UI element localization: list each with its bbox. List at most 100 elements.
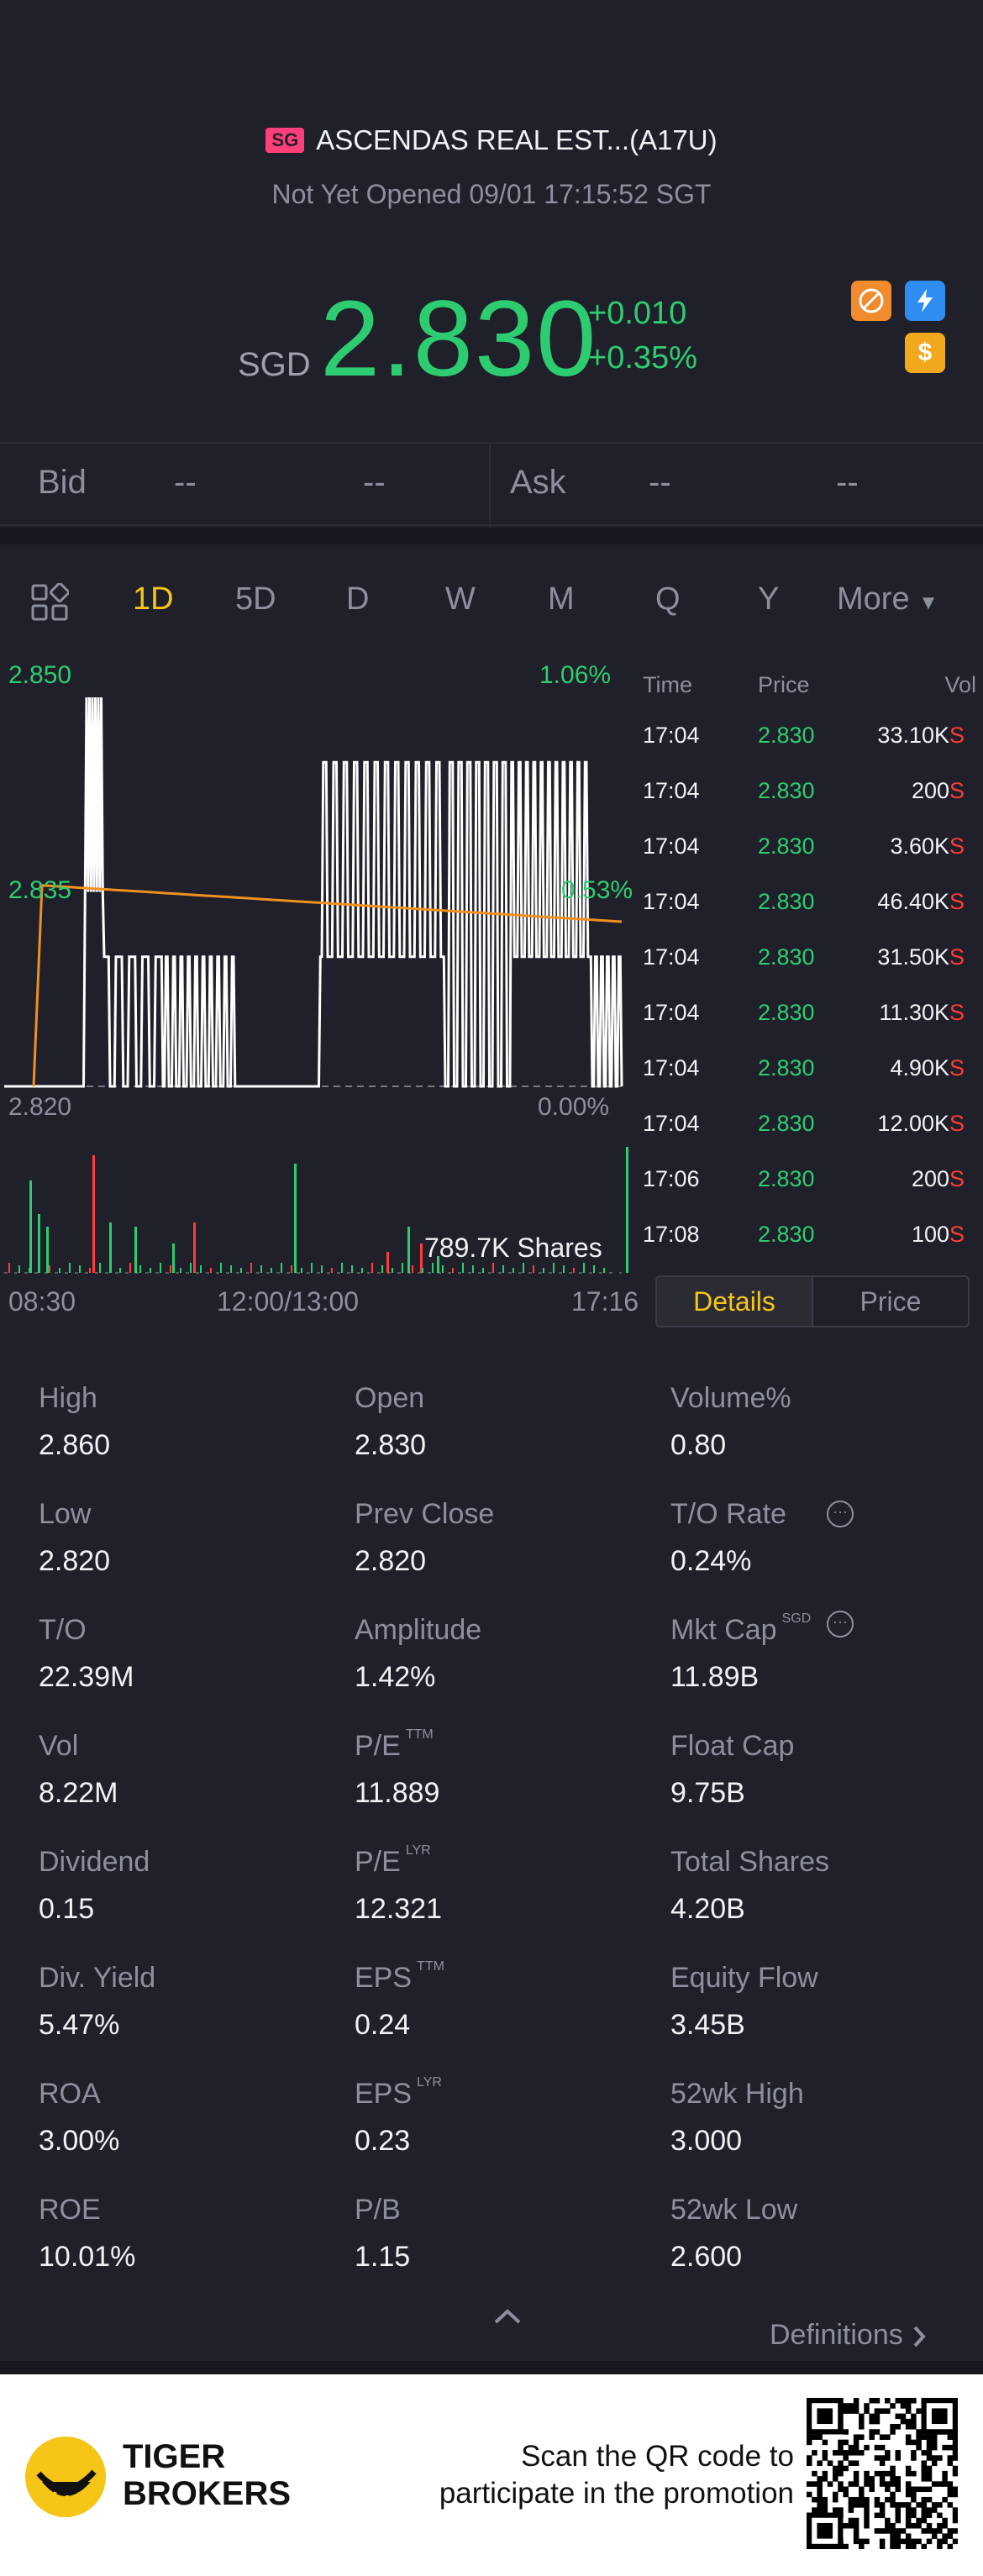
volume-bar bbox=[119, 1268, 121, 1273]
tab-more-label: More bbox=[837, 581, 910, 617]
period-tabs: 1D 5D D W M Q Y More ▼ bbox=[0, 546, 983, 647]
tab-q[interactable]: Q bbox=[655, 581, 681, 617]
trade-side: S bbox=[949, 889, 965, 914]
bid-label: Bid bbox=[38, 464, 87, 501]
trade-volume: 200 bbox=[911, 778, 949, 803]
details-tab[interactable]: Details bbox=[657, 1277, 812, 1326]
trades-header-price: Price bbox=[758, 672, 810, 697]
price-change-pct: +0.35% bbox=[588, 340, 697, 376]
volume-bar bbox=[386, 1252, 389, 1273]
volume-bar bbox=[371, 1263, 373, 1273]
definitions-link[interactable]: Definitions bbox=[770, 2319, 928, 2352]
trade-row: 17:06 2.830 200 S bbox=[639, 1149, 983, 1205]
volume-bar bbox=[8, 1263, 10, 1273]
stat-value-eps-ttm: 0.24 bbox=[355, 2009, 411, 2041]
volume-bar bbox=[160, 1263, 161, 1273]
section-divider bbox=[0, 528, 983, 544]
trade-time: 17:04 bbox=[643, 1000, 700, 1025]
trade-side: S bbox=[949, 944, 965, 970]
volume-bar bbox=[472, 1265, 474, 1273]
chevron-right-icon bbox=[911, 2319, 928, 2351]
trade-row: 17:04 2.830 200 S bbox=[639, 761, 983, 817]
stat-value-52wk-low: 2.600 bbox=[670, 2241, 743, 2273]
stat-sup-eps-ttm: TTM bbox=[417, 1959, 444, 1974]
stat-label-pe-ttm: P/E TTM bbox=[355, 1727, 434, 1763]
section-divider bbox=[0, 2361, 983, 2374]
trade-row: 17:04 2.830 31.50K S bbox=[639, 928, 983, 983]
trade-price: 2.830 bbox=[758, 778, 815, 803]
bid-size: -- bbox=[363, 464, 386, 501]
ask-size: -- bbox=[836, 464, 859, 501]
stat-value-div-yield: 5.47% bbox=[39, 2009, 120, 2041]
trades-header-time: Time bbox=[643, 672, 692, 697]
trade-volume: 200 bbox=[911, 1166, 949, 1191]
title-row: SG ASCENDAS REAL EST...(A17U) bbox=[0, 124, 983, 156]
ask-price: -- bbox=[649, 464, 671, 501]
volume-bar bbox=[341, 1263, 343, 1273]
volume-bar bbox=[583, 1263, 585, 1273]
volume-bar bbox=[92, 1155, 95, 1273]
intraday-chart[interactable]: 2.850 1.06% 2.835 0.53% 2.820 0.00% 789.… bbox=[0, 651, 639, 1277]
trade-side: S bbox=[949, 1222, 965, 1247]
trade-price: 2.830 bbox=[758, 944, 815, 970]
tab-m[interactable]: M bbox=[548, 581, 575, 617]
brand-line-2: BROKERS bbox=[123, 2475, 292, 2512]
tab-1d[interactable]: 1D bbox=[133, 581, 174, 617]
trade-side: S bbox=[949, 1055, 965, 1080]
stat-label-high: High bbox=[39, 1382, 97, 1414]
trade-volume: 12.00K bbox=[877, 1111, 949, 1136]
no-short-icon[interactable] bbox=[851, 281, 891, 321]
layout-grid-icon[interactable] bbox=[30, 582, 70, 626]
price-line bbox=[4, 697, 623, 1088]
trade-row: 17:04 2.830 4.90K S bbox=[639, 1038, 983, 1094]
stat-value-to-rate: 0.24% bbox=[670, 1545, 752, 1577]
time-and-sales[interactable]: Time Price Vol 17:04 2.830 33.10K S 17:04 2.8… bbox=[639, 651, 983, 1277]
stat-value-float-cap: 9.75B bbox=[670, 1777, 745, 1809]
trade-time: 17:08 bbox=[643, 1222, 700, 1247]
tab-more[interactable]: More ▼ bbox=[837, 581, 938, 618]
volume-bar bbox=[190, 1263, 192, 1273]
promo-text-2: participate in the promotion bbox=[439, 2477, 794, 2510]
trade-time: 17:04 bbox=[643, 1111, 700, 1136]
volume-bar bbox=[331, 1268, 333, 1273]
tab-y[interactable]: Y bbox=[758, 581, 780, 617]
stat-value-low: 2.820 bbox=[39, 1545, 111, 1577]
volume-bar bbox=[361, 1268, 363, 1273]
stat-value-high: 2.860 bbox=[39, 1429, 111, 1461]
stat-label-pe-lyr-text: P/E bbox=[355, 1846, 401, 1878]
lightning-icon[interactable] bbox=[905, 281, 945, 321]
volume-bar bbox=[172, 1243, 175, 1273]
trade-price: 2.830 bbox=[758, 1222, 815, 1247]
stat-label-to: T/O bbox=[39, 1614, 87, 1646]
stat-sup-eps-lyr: LYR bbox=[417, 2075, 442, 2090]
volume-total-label: 789.7K Shares bbox=[424, 1233, 602, 1263]
tab-d[interactable]: D bbox=[346, 581, 370, 617]
tab-w[interactable]: W bbox=[445, 581, 476, 617]
volume-bar bbox=[392, 1268, 393, 1273]
stat-value-volume-pct: 0.80 bbox=[670, 1429, 727, 1461]
trade-price: 2.830 bbox=[758, 1055, 815, 1080]
price-tab[interactable]: Price bbox=[812, 1277, 968, 1326]
chevron-up-icon[interactable] bbox=[492, 2307, 523, 2330]
volume-bar bbox=[220, 1263, 222, 1273]
chart-canvas bbox=[4, 697, 628, 1274]
volume-bar bbox=[109, 1222, 112, 1273]
more-info-icon[interactable]: ··· bbox=[827, 1501, 854, 1527]
qr-code-icon[interactable] bbox=[807, 2398, 959, 2553]
dollar-icon[interactable]: $ bbox=[905, 333, 945, 373]
stat-value-dividend: 0.15 bbox=[39, 1893, 95, 1925]
volume-bar bbox=[29, 1180, 32, 1273]
trade-volume: 100 bbox=[911, 1222, 949, 1247]
trade-time: 17:04 bbox=[643, 944, 700, 970]
stat-label-to-rate: T/O Rate bbox=[670, 1498, 786, 1530]
tab-5d[interactable]: 5D bbox=[235, 581, 276, 617]
trade-row: 17:08 2.830 100 S bbox=[639, 1205, 983, 1260]
trade-price: 2.830 bbox=[758, 1166, 815, 1191]
price-change: +0.010 bbox=[588, 296, 687, 331]
stock-title[interactable]: ASCENDAS REAL EST...(A17U) bbox=[316, 124, 718, 155]
y-axis-top-label: 2.850 bbox=[8, 661, 72, 689]
bid-price: -- bbox=[174, 464, 197, 501]
volume-bar bbox=[109, 1265, 111, 1273]
more-info-icon[interactable]: ··· bbox=[827, 1611, 854, 1638]
trade-time: 17:04 bbox=[643, 1055, 700, 1080]
